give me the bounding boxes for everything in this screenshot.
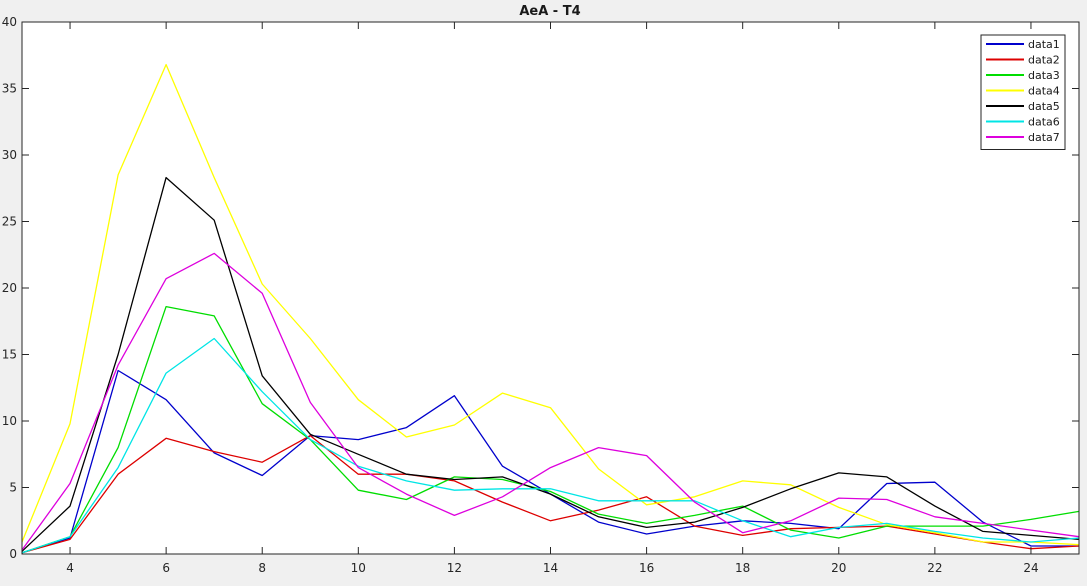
chart-title: AeA - T4 xyxy=(519,4,580,19)
legend-label-data3: data3 xyxy=(1028,69,1060,82)
plot-area xyxy=(22,22,1079,554)
series-line-data2 xyxy=(21,434,1080,554)
y-tick-label: 25 xyxy=(2,215,17,229)
axes-layer: 4 6 8 10 12 14 16 18 20 22 24 0 5 10 15 20 25 30 35 40 xyxy=(2,15,1079,575)
y-tick-label: 30 xyxy=(2,148,17,162)
x-tick-label: 6 xyxy=(162,561,170,575)
x-tick-label: 4 xyxy=(66,561,74,575)
legend-label-data1: data1 xyxy=(1028,38,1060,51)
series-line-data5 xyxy=(21,176,1080,552)
x-tick-label: 24 xyxy=(1023,561,1038,575)
y-tick-label: 40 xyxy=(2,15,17,29)
series-line-data7 xyxy=(21,252,1080,551)
legend-label-data7: data7 xyxy=(1028,131,1060,144)
series-line-data6 xyxy=(21,337,1080,554)
legend-label-data5: data5 xyxy=(1028,100,1060,113)
legend: data1 data2 data3 data4 data5 data6 data7 xyxy=(980,34,1066,150)
x-tick-label: 16 xyxy=(639,561,654,575)
x-tick-label: 22 xyxy=(927,561,942,575)
x-tick-label: 18 xyxy=(735,561,750,575)
legend-label-data4: data4 xyxy=(1028,85,1060,98)
legend-box xyxy=(980,34,1066,150)
series-line-data4 xyxy=(21,63,1080,546)
y-tick-label: 0 xyxy=(9,547,17,561)
y-tick-label: 10 xyxy=(2,414,17,428)
y-tick-label: 15 xyxy=(2,348,17,362)
x-tick-label: 10 xyxy=(351,561,366,575)
x-tick-label: 12 xyxy=(447,561,462,575)
x-tick-label: 8 xyxy=(258,561,266,575)
series-layer xyxy=(21,63,1080,554)
x-tick-label: 14 xyxy=(543,561,558,575)
y-tick-label: 35 xyxy=(2,82,17,96)
x-tick-label: 20 xyxy=(831,561,846,575)
legend-label-data6: data6 xyxy=(1028,116,1060,129)
y-tick-label: 20 xyxy=(2,281,17,295)
legend-label-data2: data2 xyxy=(1028,54,1060,67)
y-tick-label: 5 xyxy=(9,481,17,495)
